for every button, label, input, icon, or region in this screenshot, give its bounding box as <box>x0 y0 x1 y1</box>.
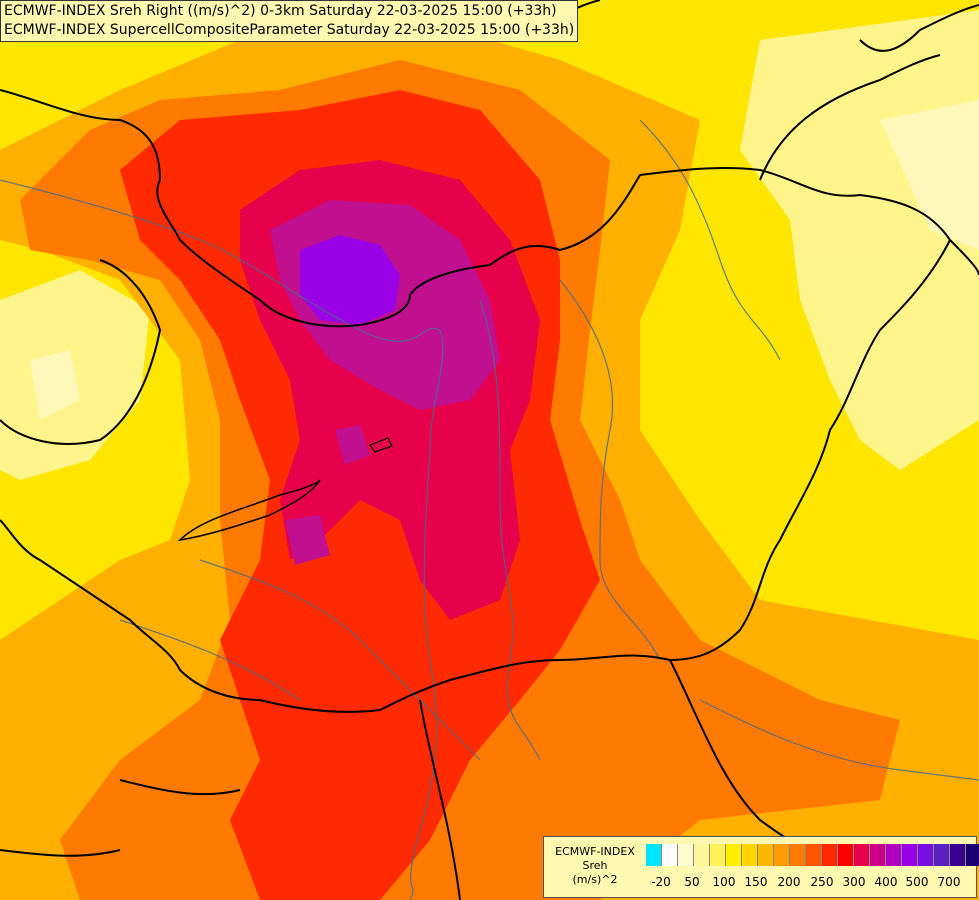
legend-tick-label: 50 <box>684 875 700 889</box>
legend-unit: (m/s)^2 <box>572 873 618 886</box>
legend-tick-label: 700 <box>937 875 961 889</box>
legend-tick-label: 300 <box>842 875 866 889</box>
legend-swatch <box>726 844 742 866</box>
legend-tick-label: 500 <box>905 875 929 889</box>
legend-swatch <box>870 844 886 866</box>
legend-swatch <box>646 844 662 866</box>
legend-swatch <box>758 844 774 866</box>
legend-tick-label: 150 <box>744 875 768 889</box>
magenta-spot <box>335 425 370 465</box>
legend-swatch <box>806 844 822 866</box>
legend-title: ECMWF-INDEX Sreh (m/s)^2 <box>548 845 642 887</box>
legend-swatch <box>886 844 902 866</box>
magenta-spot-2 <box>285 515 330 565</box>
legend-swatch <box>790 844 806 866</box>
lake-small <box>369 437 393 453</box>
light-yellow-areas <box>0 10 979 480</box>
color-legend: ECMWF-INDEX Sreh (m/s)^2 -20 50 100 150 200 2… <box>543 836 979 898</box>
rivers <box>0 119 979 900</box>
legend-tick-label: 200 <box>777 875 801 889</box>
legend-tick-label: -20 <box>651 875 671 889</box>
legend-swatch <box>838 844 854 866</box>
legend-swatch <box>918 844 934 866</box>
legend-swatch <box>710 844 726 866</box>
legend-swatch <box>662 844 678 866</box>
legend-tick-label: 250 <box>810 875 834 889</box>
violet-core <box>300 235 400 325</box>
header-line-2: ECMWF-INDEX SupercellCompositeParameter … <box>4 22 575 38</box>
legend-swatch <box>678 844 694 866</box>
legend-tick-label: 400 <box>874 875 898 889</box>
legend-swatch <box>902 844 918 866</box>
legend-title-model: ECMWF-INDEX <box>555 845 635 858</box>
legend-swatch <box>822 844 838 866</box>
header-line-1: ECMWF-INDEX Sreh Right ((m/s)^2) 0-3km S… <box>4 3 557 19</box>
legend-swatch <box>950 844 966 866</box>
lake-balaton <box>177 479 321 542</box>
legend-color-bar <box>646 844 979 866</box>
legend-swatch <box>774 844 790 866</box>
legend-title-param: Sreh <box>582 859 608 872</box>
map-header: ECMWF-INDEX Sreh Right ((m/s)^2) 0-3km S… <box>0 0 579 42</box>
legend-tick-label: 100 <box>712 875 736 889</box>
legend-swatch <box>694 844 710 866</box>
legend-swatch <box>966 844 979 866</box>
legend-swatch <box>854 844 870 866</box>
legend-swatch <box>934 844 950 866</box>
legend-ticks: -20 50 100 150 200 250 300 400 500 700 <box>544 875 976 891</box>
legend-swatch <box>742 844 758 866</box>
